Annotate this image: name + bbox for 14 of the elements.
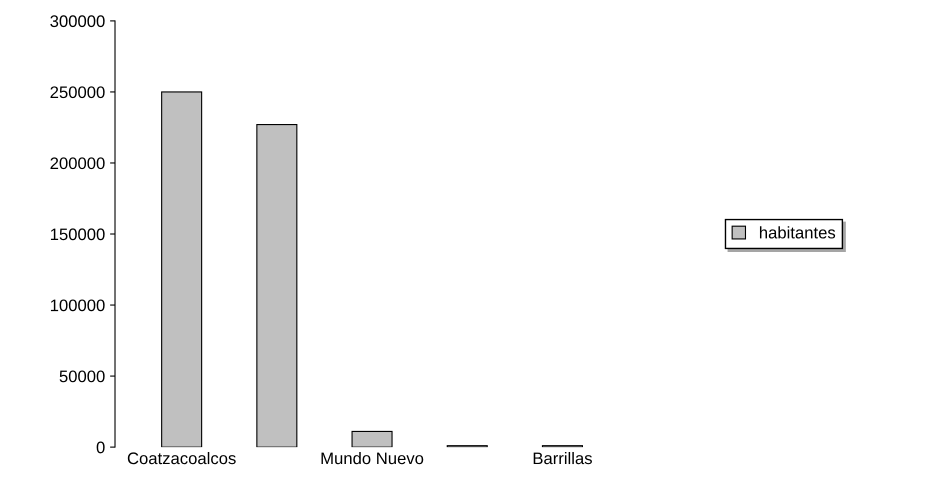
bar — [161, 91, 202, 448]
legend-label: habitantes — [760, 226, 836, 239]
bar — [352, 430, 393, 448]
y-tick-label: 250000 — [50, 86, 105, 98]
y-tick-label: 200000 — [50, 157, 105, 170]
x-tick-label: Barrillas — [534, 452, 592, 464]
y-tick-label: 300000 — [50, 15, 105, 28]
x-tick-label: Mundo Nuevo — [322, 452, 424, 464]
bar — [256, 124, 298, 448]
y-tick-label: 0 — [96, 442, 105, 454]
x-tick-label: Coatzacoalcos — [128, 452, 236, 464]
y-tick-label: 150000 — [50, 228, 105, 240]
y-tick-label: 50000 — [60, 370, 105, 382]
y-tick-label: 100000 — [50, 299, 105, 312]
